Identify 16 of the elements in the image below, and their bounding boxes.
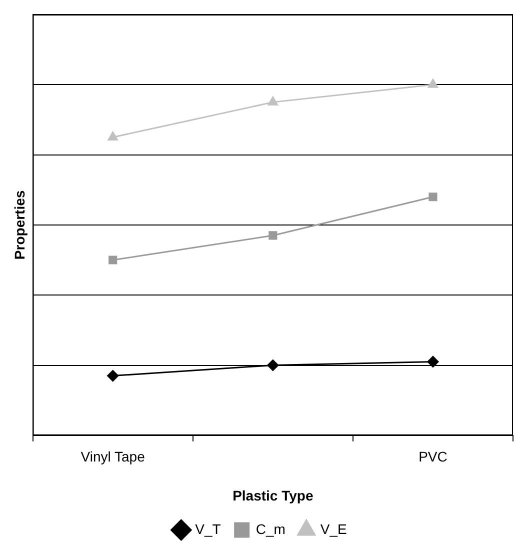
- x-axis-title: Plastic Type: [232, 487, 314, 504]
- point: [107, 370, 119, 382]
- point: [427, 356, 439, 368]
- legend-label: V_E: [320, 520, 347, 537]
- legend-label: C_m: [256, 520, 286, 537]
- point: [268, 96, 278, 106]
- legend-label: V_T: [195, 520, 222, 537]
- point: [428, 78, 438, 88]
- y-axis-title: Properties: [11, 190, 28, 260]
- x-tick-label: PVC: [418, 448, 448, 465]
- point: [268, 231, 278, 240]
- point: [428, 192, 438, 202]
- x-tick-label: Vinyl Tape: [80, 448, 146, 465]
- point: [108, 132, 118, 141]
- point: [108, 256, 118, 264]
- point: [267, 360, 279, 371]
